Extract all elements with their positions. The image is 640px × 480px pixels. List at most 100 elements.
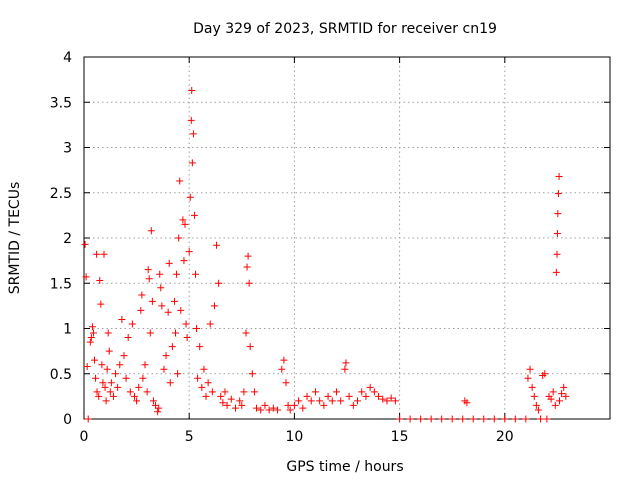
data-point (156, 270, 164, 278)
data-point (144, 266, 152, 274)
data-point (448, 415, 456, 423)
data-point (162, 352, 170, 360)
data-point (524, 374, 532, 382)
data-point (188, 86, 196, 94)
data-point (396, 415, 404, 423)
data-point (511, 415, 519, 423)
data-point (217, 392, 225, 400)
y-tick-label: 0 (63, 412, 72, 428)
x-tick-label: 15 (391, 429, 409, 445)
data-point (522, 415, 530, 423)
data-point (366, 383, 374, 391)
data-point (560, 383, 568, 391)
y-tick-label: 1 (63, 322, 72, 338)
y-tick-label: 2 (63, 231, 72, 247)
data-point (236, 397, 244, 405)
data-point (95, 392, 103, 400)
data-point (186, 193, 194, 201)
data-point (176, 177, 184, 185)
data-point (379, 395, 387, 403)
data-point (200, 365, 208, 373)
data-point (81, 240, 89, 248)
data-point (261, 401, 269, 409)
data-point (116, 361, 124, 369)
data-point (180, 257, 188, 265)
data-point (555, 172, 563, 180)
data-point (120, 352, 128, 360)
data-point (148, 297, 156, 305)
data-point (562, 392, 570, 400)
data-point (246, 343, 254, 351)
data-point (427, 415, 435, 423)
data-point (543, 415, 551, 423)
y-tick-label: 3.5 (50, 95, 72, 111)
data-point (158, 302, 166, 310)
axis-ticks (83, 56, 610, 420)
data-point (284, 401, 292, 409)
data-point (84, 415, 92, 423)
data-point (265, 406, 273, 414)
data-point (100, 250, 108, 258)
x-tick-label: 20 (496, 429, 514, 445)
data-point (328, 397, 336, 405)
x-tick-label: 10 (285, 429, 303, 445)
data-point (417, 415, 425, 423)
data-point (92, 374, 100, 382)
data-point (208, 388, 216, 396)
data-point (193, 325, 201, 332)
data-point (307, 397, 315, 405)
data-point (553, 229, 561, 237)
data-point (552, 268, 560, 276)
data-point (182, 320, 190, 328)
data-point (138, 291, 146, 299)
data-point (174, 370, 182, 378)
data-point (549, 388, 557, 396)
plot-frame (83, 56, 611, 420)
data-point (240, 388, 248, 396)
data-point (133, 397, 141, 405)
data-point (177, 306, 185, 314)
data-point (406, 415, 414, 423)
data-point (87, 334, 95, 342)
data-point (164, 308, 172, 316)
data-point (99, 379, 107, 387)
data-point (98, 361, 106, 369)
data-point (547, 395, 555, 403)
data-point (290, 401, 298, 409)
y-tick-label: 2.5 (50, 186, 72, 202)
data-point (173, 270, 181, 278)
data-point (185, 248, 193, 256)
data-point (112, 370, 120, 378)
data-point (541, 370, 549, 378)
chart-title: Day 329 of 2023, SRMTID for receiver cn1… (193, 21, 497, 37)
data-point (349, 401, 357, 409)
data-point (337, 397, 345, 405)
data-point (299, 404, 307, 412)
data-point (534, 406, 542, 414)
data-point (219, 399, 227, 407)
data-point (139, 374, 147, 382)
data-point (101, 383, 109, 391)
data-point (282, 379, 290, 387)
x-tick-label: 5 (185, 429, 194, 445)
data-point (82, 273, 90, 281)
data-point (166, 379, 174, 387)
data-point (86, 338, 94, 346)
data-point (93, 388, 101, 396)
data-point (135, 383, 143, 391)
data-point (103, 365, 111, 373)
data-point (114, 383, 122, 391)
data-point (146, 329, 154, 337)
data-point (83, 363, 91, 371)
data-point (155, 404, 163, 412)
data-point (109, 392, 117, 400)
data-point (274, 406, 282, 414)
data-point (96, 277, 104, 285)
data-point (391, 397, 399, 405)
data-point (196, 343, 204, 351)
data-point (250, 388, 258, 396)
data-point (190, 211, 198, 219)
data-point (490, 415, 498, 423)
data-point (316, 397, 324, 405)
